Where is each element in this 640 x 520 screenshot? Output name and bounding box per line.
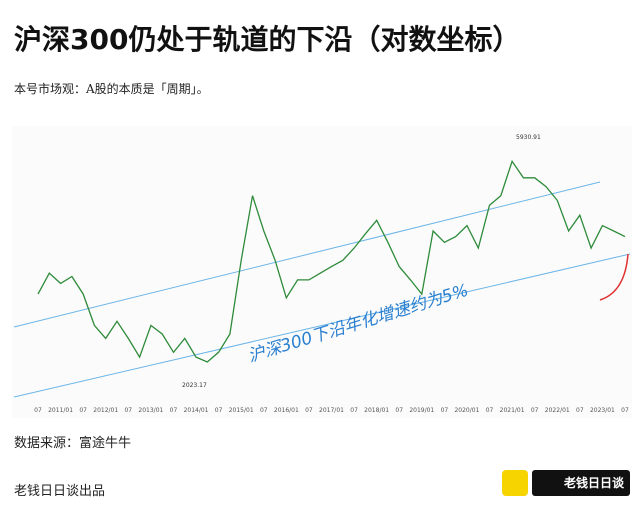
x-tick-label: 2015/01 bbox=[229, 407, 254, 414]
x-tick-label: 2012/01 bbox=[93, 407, 118, 414]
x-tick-label: 07 bbox=[395, 407, 403, 414]
x-tick-label: 2017/01 bbox=[319, 407, 344, 414]
annotation: 5930.91 bbox=[516, 134, 541, 141]
producer: 老钱日日谈出品 bbox=[14, 484, 106, 499]
x-tick-label: 07 bbox=[34, 407, 42, 414]
x-tick-label: 07 bbox=[170, 407, 178, 414]
x-tick-label: 2021/01 bbox=[500, 407, 525, 414]
x-tick-label: 07 bbox=[486, 407, 494, 414]
x-tick-label: 2022/01 bbox=[545, 407, 570, 414]
annotation: 2023.17 bbox=[182, 382, 207, 389]
x-tick-label: 07 bbox=[531, 407, 539, 414]
logo-icon bbox=[502, 470, 528, 496]
channel-upper bbox=[13, 181, 601, 328]
price-line bbox=[37, 159, 626, 363]
x-tick-label: 07 bbox=[621, 407, 629, 414]
x-tick-label: 07 bbox=[215, 407, 223, 414]
subtitle: 本号市场观：A股的本质是「周期」。 bbox=[14, 82, 209, 96]
arrow bbox=[599, 253, 629, 301]
x-tick-label: 07 bbox=[576, 407, 584, 414]
x-tick-label: 07 bbox=[441, 407, 449, 414]
x-tick-label: 2020/01 bbox=[454, 407, 479, 414]
source: 数据来源：富途牛牛 bbox=[14, 436, 132, 451]
x-tick-label: 2013/01 bbox=[138, 407, 163, 414]
logo: 老钱日日谈 bbox=[532, 470, 630, 496]
x-tick-label: 2019/01 bbox=[409, 407, 434, 414]
x-tick-label: 2018/01 bbox=[364, 407, 389, 414]
x-tick-label: 2016/01 bbox=[274, 407, 299, 414]
title: 沪深300仍处于轨道的下沿（对数坐标） bbox=[14, 23, 521, 56]
x-tick-label: 07 bbox=[350, 407, 358, 414]
x-tick-label: 07 bbox=[79, 407, 87, 414]
x-tick-label: 07 bbox=[124, 407, 132, 414]
channel-lower bbox=[13, 253, 631, 398]
x-tick-label: 2023/01 bbox=[590, 407, 615, 414]
x-tick-label: 2011/01 bbox=[48, 407, 73, 414]
x-tick-label: 07 bbox=[260, 407, 268, 414]
chart: 5930.91 2023.17 沪深300下沿年化增速约为5% 07 2011/0… bbox=[12, 126, 632, 418]
x-tick-label: 2014/01 bbox=[184, 407, 209, 414]
x-tick-label: 07 bbox=[305, 407, 313, 414]
